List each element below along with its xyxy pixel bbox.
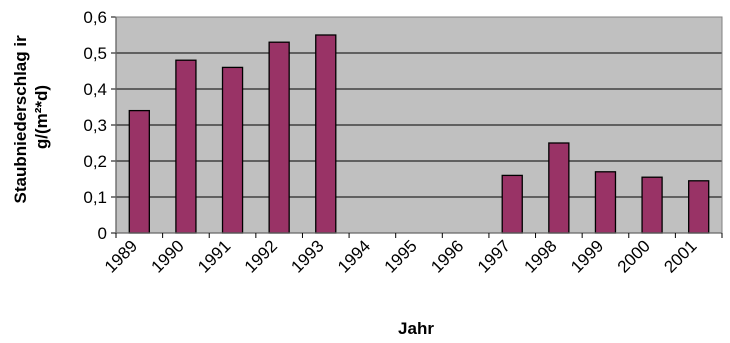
x-tick-label: 1998 — [520, 236, 560, 276]
y-tick-label: 0,2 — [83, 152, 107, 171]
y-tick-label: 0,5 — [83, 44, 107, 63]
x-tick-label: 1999 — [567, 236, 607, 276]
axes — [111, 16, 723, 238]
bar-1990 — [175, 59, 197, 234]
y-axis-title-line-2: g/(m²*d) — [32, 85, 51, 149]
x-tick-label: 2000 — [614, 236, 654, 276]
x-tick-labels: 1989 1990 1991 1992 1993 1994 1995 1996 1997 1998… — [101, 236, 701, 276]
y-tick-label: 0,3 — [83, 116, 107, 135]
y-tick-label: 0,1 — [83, 188, 107, 207]
x-axis-title: Jahr — [398, 319, 434, 338]
bar-1992 — [268, 41, 290, 234]
bar-2000 — [641, 176, 663, 234]
y-tick-label: 0 — [98, 224, 107, 243]
bar-1999 — [594, 171, 617, 234]
bars — [128, 34, 710, 234]
x-tick-label: 1997 — [474, 236, 514, 276]
bar-2001 — [688, 180, 710, 234]
plot-border — [115, 16, 723, 234]
bar-1993 — [315, 34, 337, 234]
x-tick-label: 1990 — [148, 236, 188, 276]
bar-1997 — [501, 174, 523, 234]
y-tick-labels: 0 0,1 0,2 0,3 0,4 0,5 0,6 — [83, 8, 107, 243]
bar-1989 — [128, 109, 150, 234]
x-tick-label: 1992 — [241, 236, 281, 276]
x-tick-label: 1995 — [381, 236, 421, 276]
x-tick-label: 2001 — [660, 236, 700, 276]
y-axis-title-line-1: Staubniederschlag ir — [11, 35, 30, 204]
x-tick-label: 1993 — [287, 236, 327, 276]
bar-1991 — [221, 66, 244, 234]
bar-1998 — [548, 142, 570, 234]
x-tick-label: 1994 — [334, 236, 374, 276]
x-tick-label: 1996 — [427, 236, 467, 276]
x-tick-label: 1991 — [194, 236, 234, 276]
y-axis-title: Staubniederschlag ir g/(m²*d) — [11, 31, 51, 204]
y-tick-label: 0,6 — [83, 8, 107, 27]
y-tick-label: 0,4 — [83, 80, 107, 99]
